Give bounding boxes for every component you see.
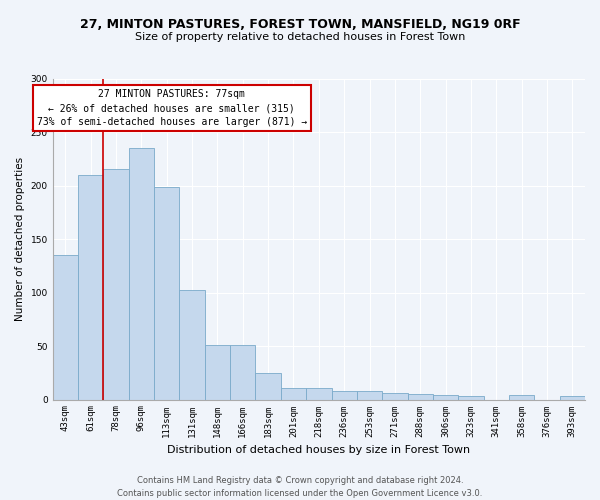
Bar xyxy=(179,290,205,400)
Bar xyxy=(129,148,154,400)
Bar xyxy=(458,396,484,400)
Bar xyxy=(306,388,332,400)
Bar xyxy=(230,345,256,400)
Bar xyxy=(256,373,281,400)
Bar xyxy=(509,396,535,400)
Bar xyxy=(205,345,230,400)
Bar xyxy=(154,186,179,400)
Bar xyxy=(357,391,382,400)
Bar xyxy=(407,394,433,400)
Bar xyxy=(53,255,78,400)
Text: Size of property relative to detached houses in Forest Town: Size of property relative to detached ho… xyxy=(135,32,465,42)
Y-axis label: Number of detached properties: Number of detached properties xyxy=(15,157,25,321)
X-axis label: Distribution of detached houses by size in Forest Town: Distribution of detached houses by size … xyxy=(167,445,470,455)
Text: 27, MINTON PASTURES, FOREST TOWN, MANSFIELD, NG19 0RF: 27, MINTON PASTURES, FOREST TOWN, MANSFI… xyxy=(80,18,520,30)
Bar xyxy=(560,396,585,400)
Bar xyxy=(281,388,306,400)
Bar xyxy=(382,393,407,400)
Bar xyxy=(332,391,357,400)
Bar xyxy=(78,175,103,400)
Text: 27 MINTON PASTURES: 77sqm
← 26% of detached houses are smaller (315)
73% of semi: 27 MINTON PASTURES: 77sqm ← 26% of detac… xyxy=(37,89,307,127)
Bar xyxy=(103,170,129,400)
Text: Contains HM Land Registry data © Crown copyright and database right 2024.
Contai: Contains HM Land Registry data © Crown c… xyxy=(118,476,482,498)
Bar xyxy=(433,396,458,400)
